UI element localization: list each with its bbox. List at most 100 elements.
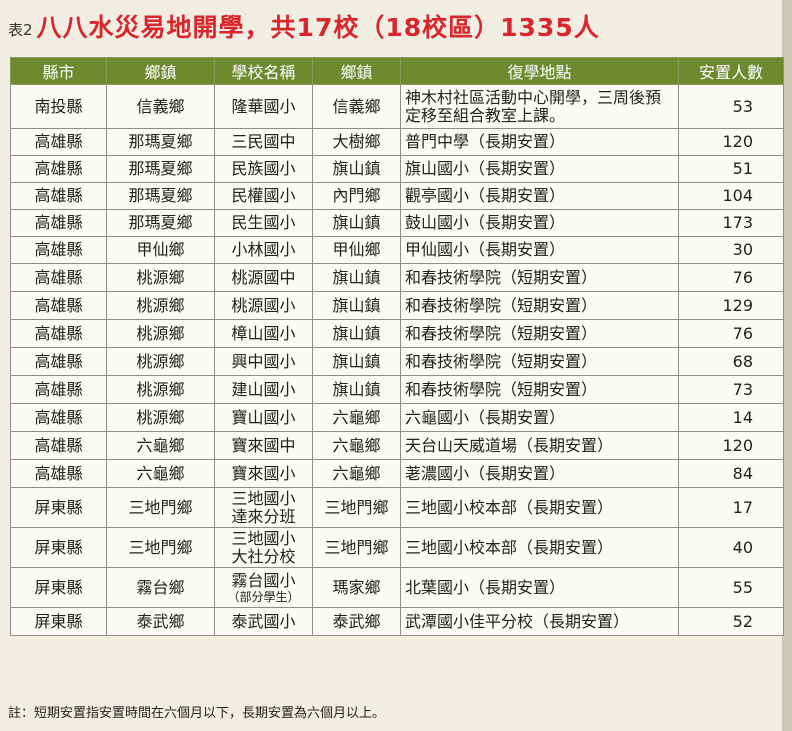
cell-location: 和春技術學院（短期安置） <box>400 375 679 404</box>
school-name-line2: 達來分班 <box>231 506 296 526</box>
cell-count: 68 <box>678 347 784 376</box>
cell-township: 那瑪夏鄉 <box>106 128 215 156</box>
table-row: 高雄縣 那瑪夏鄉 三民國中 大樹鄉 普門中學（長期安置） 120 <box>10 128 784 156</box>
table-row: 高雄縣 甲仙鄉 小林國小 甲仙鄉 甲仙國小（長期安置） 30 <box>10 236 784 264</box>
cell-count: 17 <box>678 487 784 528</box>
cell-township: 三地門鄉 <box>106 527 215 568</box>
table-row: 高雄縣 那瑪夏鄉 民族國小 旗山鎮 旗山國小（長期安置） 51 <box>10 155 784 183</box>
cell-township: 六龜鄉 <box>106 431 215 460</box>
cell-county: 高雄縣 <box>10 375 107 404</box>
cell-township: 霧台鄉 <box>106 567 215 608</box>
col-header-dest-township: 鄉鎮 <box>312 57 401 85</box>
cell-dest-township: 旗山鎮 <box>312 263 401 292</box>
cell-county: 高雄縣 <box>10 459 107 488</box>
cell-dest-township: 大樹鄉 <box>312 128 401 156</box>
cell-dest-township: 信義鄉 <box>312 84 401 129</box>
cell-school: 樟山國小 <box>214 319 313 348</box>
cell-count: 76 <box>678 263 784 292</box>
cell-school: 隆華國小 <box>214 84 313 129</box>
cell-county: 屏東縣 <box>10 567 107 608</box>
cell-dest-township: 六龜鄉 <box>312 431 401 460</box>
cell-county: 屏東縣 <box>10 607 107 636</box>
cell-county: 高雄縣 <box>10 128 107 156</box>
page-edge-strip <box>782 0 792 731</box>
cell-count: 55 <box>678 567 784 608</box>
table-row: 高雄縣 六龜鄉 寶來國小 六龜鄉 荖濃國小（長期安置） 84 <box>10 459 784 488</box>
col-header-county: 縣市 <box>10 57 107 85</box>
cell-location: 旗山國小（長期安置） <box>400 155 679 183</box>
header-row: 縣市 鄉鎮 學校名稱 鄉鎮 復學地點 安置人數 <box>10 57 784 85</box>
cell-county: 高雄縣 <box>10 263 107 292</box>
cell-school: 民生國小 <box>214 209 313 237</box>
table-number: 表2 <box>8 21 33 39</box>
col-header-count: 安置人數 <box>678 57 784 85</box>
cell-county: 高雄縣 <box>10 403 107 432</box>
cell-township: 那瑪夏鄉 <box>106 155 215 183</box>
table-row: 高雄縣 桃源鄉 寶山國小 六龜鄉 六龜國小（長期安置） 14 <box>10 403 784 432</box>
cell-county: 高雄縣 <box>10 431 107 460</box>
cell-township: 桃源鄉 <box>106 319 215 348</box>
cell-township: 六龜鄉 <box>106 459 215 488</box>
table-row: 屏東縣 霧台鄉 霧台國小 （部分學生） 瑪家鄉 北葉國小（長期安置） 55 <box>10 567 784 608</box>
cell-dest-township: 泰武鄉 <box>312 607 401 636</box>
cell-township: 桃源鄉 <box>106 291 215 320</box>
col-header-township: 鄉鎮 <box>106 57 215 85</box>
cell-township: 三地門鄉 <box>106 487 215 528</box>
cell-dest-township: 旗山鎮 <box>312 155 401 183</box>
cell-location: 和春技術學院（短期安置） <box>400 319 679 348</box>
cell-count: 120 <box>678 128 784 156</box>
cell-school: 民權國小 <box>214 182 313 210</box>
cell-location: 三地國小校本部（長期安置） <box>400 487 679 528</box>
cell-county: 高雄縣 <box>10 182 107 210</box>
school-name-line1: 三地國小 <box>231 528 296 548</box>
cell-dest-township: 瑪家鄉 <box>312 567 401 608</box>
cell-count: 51 <box>678 155 784 183</box>
cell-location: 六龜國小（長期安置） <box>400 403 679 432</box>
cell-location: 普門中學（長期安置） <box>400 128 679 156</box>
cell-school: 寶來國中 <box>214 431 313 460</box>
cell-county: 高雄縣 <box>10 347 107 376</box>
cell-county: 屏東縣 <box>10 487 107 528</box>
cell-county: 高雄縣 <box>10 236 107 264</box>
footnote: 註：短期安置指安置時間在六個月以下，長期安置為六個月以上。 <box>8 706 386 721</box>
school-name-line2: 大社分校 <box>231 546 296 566</box>
cell-dest-township: 三地門鄉 <box>312 487 401 528</box>
cell-school: 寶山國小 <box>214 403 313 432</box>
cell-school: 泰武國小 <box>214 607 313 636</box>
cell-township: 泰武鄉 <box>106 607 215 636</box>
cell-township: 那瑪夏鄉 <box>106 209 215 237</box>
cell-school: 三民國中 <box>214 128 313 156</box>
col-header-school: 學校名稱 <box>214 57 313 85</box>
cell-location: 荖濃國小（長期安置） <box>400 459 679 488</box>
cell-location: 甲仙國小（長期安置） <box>400 236 679 264</box>
cell-dest-township: 三地門鄉 <box>312 527 401 568</box>
table-row: 高雄縣 桃源鄉 桃源國小 旗山鎮 和春技術學院（短期安置） 129 <box>10 291 784 320</box>
cell-township: 桃源鄉 <box>106 347 215 376</box>
title-row: 表2 八八水災易地開學，共17校（18校區）1335人 <box>0 4 792 48</box>
school-name-line1: 霧台國小 <box>231 570 296 590</box>
table-row: 高雄縣 那瑪夏鄉 民生國小 旗山鎮 鼓山國小（長期安置） 173 <box>10 209 784 237</box>
cell-township: 信義鄉 <box>106 84 215 129</box>
relocation-table: 縣市 鄉鎮 學校名稱 鄉鎮 復學地點 安置人數 南投縣 信義鄉 隆華國小 信義鄉 神木村… <box>10 57 784 636</box>
cell-count: 84 <box>678 459 784 488</box>
cell-dest-township: 旗山鎮 <box>312 375 401 404</box>
cell-township: 那瑪夏鄉 <box>106 182 215 210</box>
cell-location: 觀亭國小（長期安置） <box>400 182 679 210</box>
cell-count: 40 <box>678 527 784 568</box>
cell-township: 桃源鄉 <box>106 375 215 404</box>
table-row: 屏東縣 三地門鄉 三地國小 達來分班 三地門鄉 三地國小校本部（長期安置） 17 <box>10 487 784 528</box>
cell-location: 和春技術學院（短期安置） <box>400 347 679 376</box>
cell-count: 73 <box>678 375 784 404</box>
cell-location: 神木村社區活動中心開學，三周後預定移至組合教室上課。 <box>400 84 679 129</box>
cell-count: 30 <box>678 236 784 264</box>
cell-location: 天台山天威道場（長期安置） <box>400 431 679 460</box>
table-row: 高雄縣 桃源鄉 建山國小 旗山鎮 和春技術學院（短期安置） 73 <box>10 375 784 404</box>
table-row: 屏東縣 泰武鄉 泰武國小 泰武鄉 武潭國小佳平分校（長期安置） 52 <box>10 607 784 636</box>
table-row: 高雄縣 六龜鄉 寶來國中 六龜鄉 天台山天威道場（長期安置） 120 <box>10 431 784 460</box>
cell-township: 桃源鄉 <box>106 403 215 432</box>
cell-dest-township: 甲仙鄉 <box>312 236 401 264</box>
cell-dest-township: 內門鄉 <box>312 182 401 210</box>
cell-school: 寶來國小 <box>214 459 313 488</box>
cell-location: 三地國小校本部（長期安置） <box>400 527 679 568</box>
cell-county: 高雄縣 <box>10 291 107 320</box>
